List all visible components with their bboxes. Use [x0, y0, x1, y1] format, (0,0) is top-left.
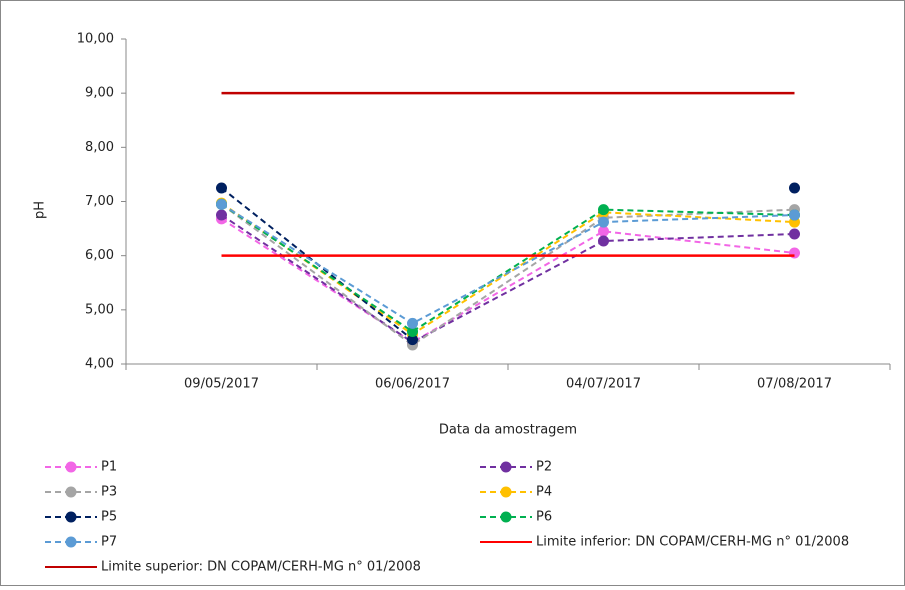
- x-tick-label: 07/08/2017: [757, 377, 832, 392]
- data-point: [216, 209, 227, 221]
- legend-label: Limite superior: DN COPAM/CERH-MG n° 01/…: [101, 560, 421, 575]
- series-line: [220, 217, 795, 344]
- x-axis-title: Data da amostragem: [439, 423, 577, 438]
- legend-label: P7: [101, 535, 117, 550]
- legend-marker: [65, 461, 77, 473]
- series-line: [220, 203, 795, 325]
- data-point: [216, 198, 227, 210]
- data-point: [407, 334, 418, 346]
- data-point: [789, 182, 800, 194]
- data-point: [789, 228, 800, 240]
- data-point: [598, 235, 609, 247]
- data-point: [407, 317, 418, 329]
- data-point: [598, 216, 609, 228]
- data-point: [598, 204, 609, 216]
- y-tick-label: 10,00: [77, 32, 114, 47]
- series-line: [220, 203, 795, 333]
- x-tick-label: 06/06/2017: [375, 377, 450, 392]
- legend-marker: [500, 486, 512, 498]
- legend-label: P4: [536, 485, 552, 500]
- series-line: [220, 214, 795, 344]
- legend-label: P1: [101, 460, 117, 475]
- legend-marker: [500, 511, 512, 523]
- x-tick-label: 09/05/2017: [184, 377, 259, 392]
- legend-marker: [65, 536, 77, 548]
- legend-label: P5: [101, 510, 117, 525]
- data-point: [789, 209, 800, 221]
- y-tick-label: 9,00: [85, 86, 114, 101]
- y-tick-label: 4,00: [85, 357, 114, 372]
- y-tick-label: 7,00: [85, 194, 114, 209]
- y-tick-label: 5,00: [85, 302, 114, 317]
- y-axis-title: pH: [33, 201, 48, 219]
- data-point: [407, 326, 418, 337]
- legend-label: P6: [536, 510, 552, 525]
- series-line: [220, 203, 795, 347]
- legend-marker: [65, 486, 77, 498]
- legend-label: P3: [101, 485, 117, 500]
- data-point: [216, 182, 227, 194]
- legend-marker: [500, 461, 512, 473]
- legend-label: P2: [536, 460, 552, 475]
- data-point: [598, 225, 609, 237]
- legend-label: Limite inferior: DN COPAM/CERH-MG n° 01/…: [536, 535, 849, 550]
- y-tick-label: 8,00: [85, 140, 114, 155]
- legend-marker: [65, 511, 77, 523]
- y-tick-label: 6,00: [85, 248, 114, 263]
- x-tick-label: 04/07/2017: [566, 377, 641, 392]
